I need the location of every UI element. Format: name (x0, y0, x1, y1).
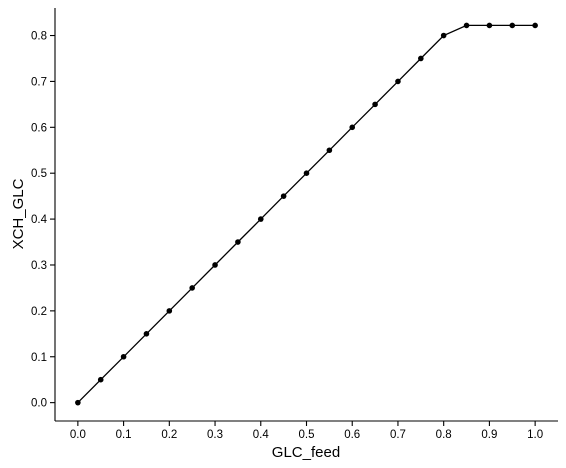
data-point (463, 22, 470, 29)
y-tick-label: 0.4 (31, 214, 48, 226)
x-axis-ticks: 0.0 0.1 0.2 0.3 0.4 0.5 0.6 0.7 0.8 0.9 1.0 (70, 421, 543, 441)
data-point (189, 285, 195, 291)
x-tick-label: 0.9 (481, 429, 497, 441)
y-tick-label: 0.2 (31, 306, 47, 318)
data-point (418, 55, 424, 62)
data-point (509, 22, 516, 29)
x-tick-label: 0.0 (70, 429, 86, 441)
data-point (75, 399, 81, 406)
x-tick-label: 1.0 (527, 429, 543, 441)
y-tick-label: 0.5 (31, 168, 47, 180)
data-point (280, 193, 287, 199)
y-tick-label: 0.8 (31, 31, 47, 43)
y-tick-label: 0.6 (31, 122, 47, 134)
y-tick-label: 0.3 (31, 260, 47, 272)
data-points (75, 22, 538, 406)
x-tick-label: 0.5 (299, 429, 315, 441)
data-point (440, 32, 447, 39)
plot-area: 0.0 0.1 0.2 0.3 0.4 0.5 0.6 0.7 0.8 0.9 1.0 0.0 0.1… (31, 8, 558, 441)
y-tick-label: 0.7 (31, 76, 47, 88)
data-point (372, 101, 378, 108)
y-tick-label: 0.1 (31, 352, 47, 364)
data-point (326, 147, 333, 154)
data-point (532, 22, 538, 29)
y-tick-label: 0.0 (31, 398, 47, 410)
x-tick-label: 0.3 (207, 429, 223, 441)
data-point (303, 170, 310, 176)
data-point (212, 262, 218, 268)
x-tick-label: 0.8 (436, 429, 452, 441)
x-tick-label: 0.4 (253, 429, 270, 441)
x-axis-title: GLC_feed (272, 444, 340, 461)
series-line (77, 24, 536, 404)
data-point (120, 353, 127, 360)
x-tick-label: 0.2 (161, 429, 177, 441)
y-axis-title: XCH_GLC (10, 178, 27, 249)
x-tick-label: 0.7 (390, 429, 406, 441)
data-point (395, 78, 401, 85)
data-point (166, 308, 173, 314)
data-point (97, 376, 104, 383)
x-tick-label: 0.1 (116, 429, 132, 441)
data-point (235, 239, 241, 245)
data-point (486, 22, 493, 29)
y-axis-ticks: 0.0 0.1 0.2 0.3 0.4 0.5 0.6 0.7 0.8 (31, 31, 55, 410)
data-point (349, 124, 356, 131)
data-point (143, 331, 150, 337)
x-tick-label: 0.6 (344, 429, 360, 441)
data-point (257, 216, 264, 222)
